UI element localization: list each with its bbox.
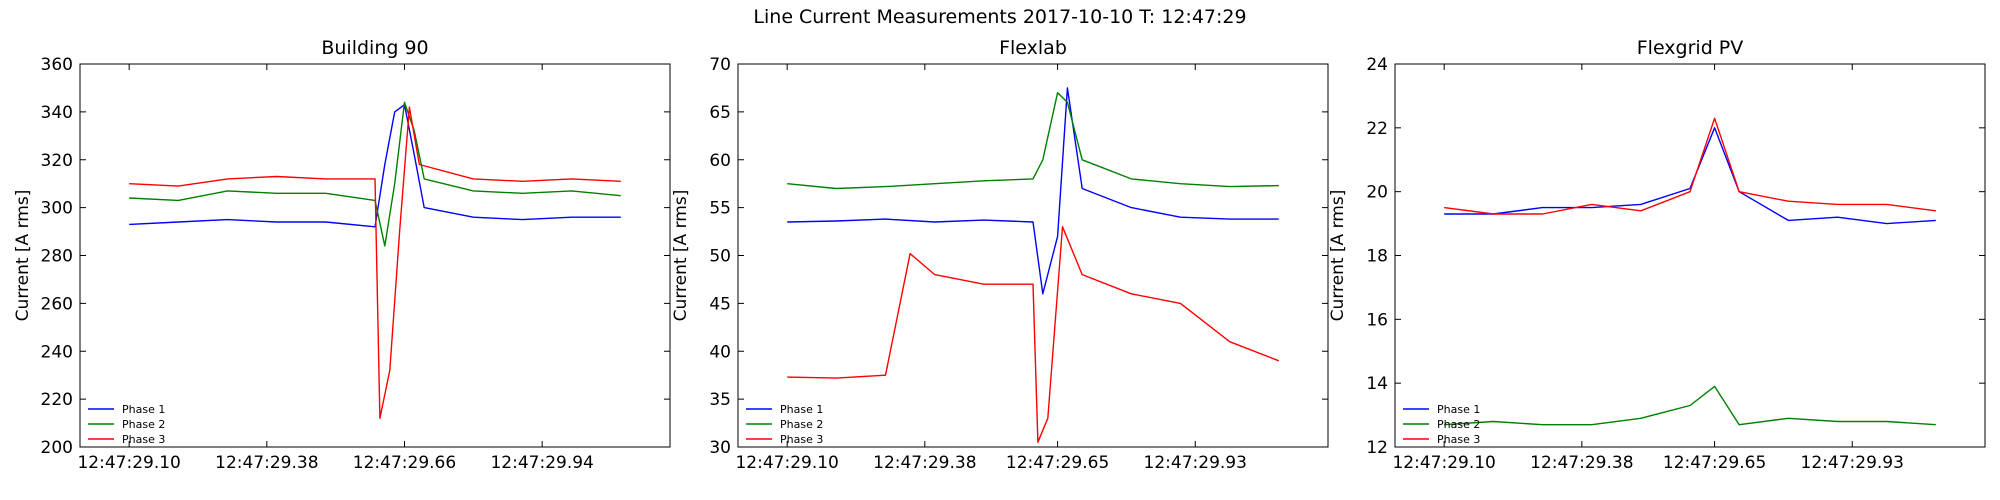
y-tick-label: 65 [709, 103, 731, 123]
x-tick-label: 12:47:29.65 [1663, 453, 1766, 473]
y-tick-label: 30 [709, 438, 731, 458]
x-tick-label: 12:47:29.94 [490, 453, 593, 473]
y-tick-label: 320 [41, 151, 73, 171]
y-tick-label: 55 [709, 199, 731, 219]
series-line-1 [129, 103, 621, 228]
y-tick-label: 16 [1366, 310, 1388, 330]
legend-label: Phase 2 [1437, 418, 1480, 431]
chart-title: Flexlab [999, 37, 1067, 59]
legend-label: Phase 3 [1437, 433, 1480, 446]
legend-label: Phase 3 [780, 433, 823, 446]
x-tick-label: 12:47:29.10 [735, 453, 838, 473]
x-tick-label: 12:47:29.10 [1392, 453, 1495, 473]
y-tick-label: 280 [41, 247, 73, 267]
y-tick-label: 35 [709, 390, 731, 410]
x-tick-label: 12:47:29.93 [1144, 453, 1247, 473]
y-tick-label: 18 [1366, 247, 1388, 267]
x-tick-label: 12:47:29.38 [873, 453, 976, 473]
x-tick-label: 12:47:29.93 [1801, 453, 1904, 473]
plot-frame [737, 63, 1329, 448]
y-tick-label: 20 [1366, 183, 1388, 203]
series-line-3 [129, 106, 621, 419]
series-line-1 [787, 87, 1279, 295]
x-tick-label: 12:47:29.38 [1530, 453, 1633, 473]
series-line-2 [787, 91, 1279, 190]
x-tick-label: 12:47:29.66 [353, 453, 456, 473]
y-tick-label: 40 [709, 342, 731, 362]
legend-label: Phase 1 [1437, 403, 1480, 416]
y-axis-label: Current [A rms] [671, 190, 691, 322]
chart-panel: Building 90 Current [A rms] 200 220 240 260 28… [13, 37, 671, 473]
y-tick-label: 12 [1366, 438, 1388, 458]
y-tick-label: 14 [1366, 374, 1388, 394]
x-tick-label: 12:47:29.10 [77, 453, 180, 473]
y-tick-label: 360 [41, 55, 73, 75]
y-tick-label: 70 [709, 55, 731, 75]
y-tick-label: 50 [709, 247, 731, 267]
chart-panel: Flexlab Current [A rms] 30 35 40 45 50 55 60 65 70… [671, 37, 1329, 473]
series-line-3 [1444, 117, 1936, 215]
chart-panel: Flexgrid PV Current [A rms] 12 14 16 18 20 22 24… [1328, 37, 1986, 473]
plot-frame [1394, 63, 1986, 448]
legend-label: Phase 1 [780, 403, 823, 416]
y-tick-label: 24 [1366, 55, 1388, 75]
legend-label: Phase 2 [780, 418, 823, 431]
legend-label: Phase 1 [122, 403, 165, 416]
legend-label: Phase 2 [122, 418, 165, 431]
chart-title: Building 90 [321, 37, 428, 59]
legend-label: Phase 3 [122, 433, 165, 446]
y-tick-label: 60 [709, 151, 731, 171]
y-tick-label: 340 [41, 103, 73, 123]
y-tick-label: 240 [41, 342, 73, 362]
x-tick-label: 12:47:29.65 [1006, 453, 1109, 473]
figure-title: Line Current Measurements 2017-10-10 T: … [753, 6, 1247, 28]
y-axis-label: Current [A rms] [13, 190, 33, 322]
y-tick-label: 22 [1366, 119, 1388, 139]
series-line-2 [129, 101, 621, 247]
series-line-2 [1444, 385, 1936, 426]
y-tick-label: 200 [41, 438, 73, 458]
y-axis-label: Current [A rms] [1328, 190, 1348, 322]
y-tick-label: 260 [41, 294, 73, 314]
y-tick-label: 220 [41, 390, 73, 410]
series-line-3 [787, 226, 1280, 443]
chart-title: Flexgrid PV [1637, 37, 1744, 59]
y-tick-label: 45 [709, 294, 731, 314]
plot-frame [79, 63, 671, 448]
series-line-1 [1444, 127, 1936, 225]
y-tick-label: 300 [41, 199, 73, 219]
x-tick-label: 12:47:29.38 [215, 453, 318, 473]
